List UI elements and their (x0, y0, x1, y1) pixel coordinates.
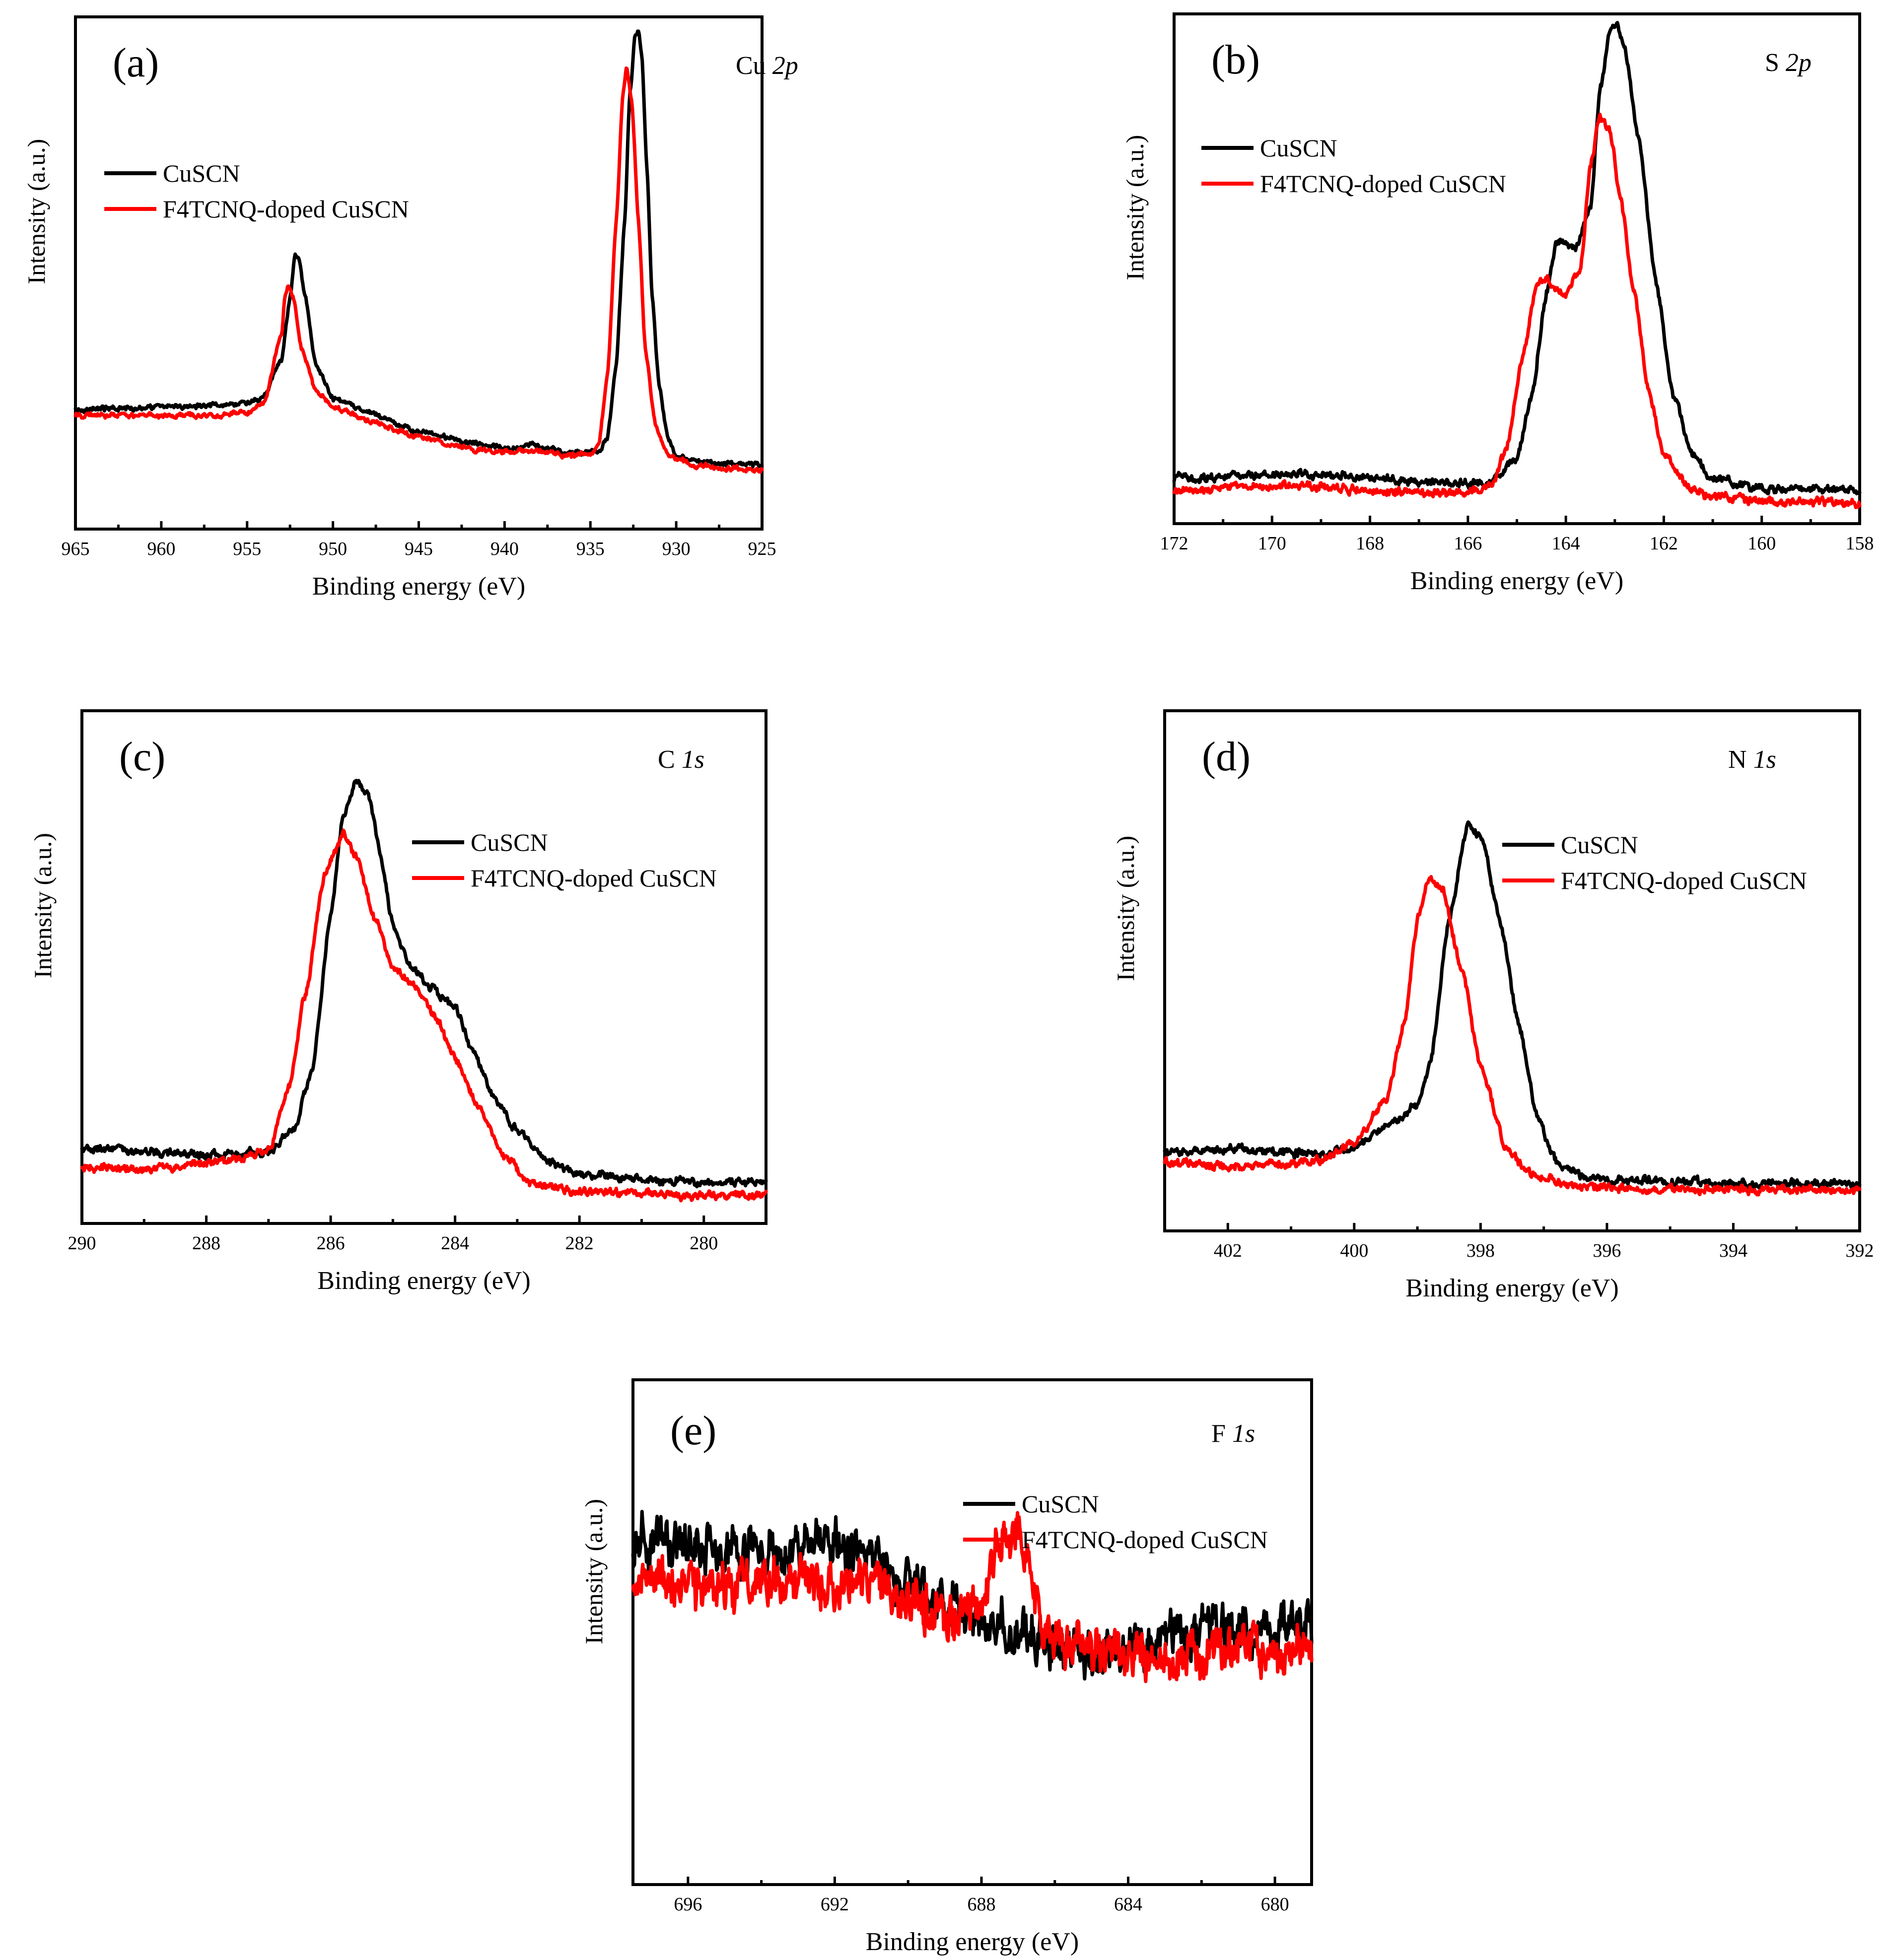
x-tick-label: 398 (1466, 1240, 1495, 1261)
x-tick-label: 696 (674, 1894, 702, 1915)
x-tick-label: 290 (68, 1233, 96, 1254)
series-line-pristine (1172, 21, 1862, 495)
legend: CuSCN F4TCNQ-doped CuSCN (412, 828, 717, 892)
x-tick-label: 400 (1340, 1240, 1368, 1261)
x-tick-label: 960 (147, 539, 175, 559)
x-axis-label: Binding energy (eV) (1410, 567, 1623, 595)
x-tick-label: 280 (690, 1233, 718, 1254)
series-line-doped (73, 66, 764, 474)
core-level-label: Cu 2p (736, 52, 798, 80)
series-line-doped (1163, 875, 1862, 1197)
x-tick-label: 935 (576, 539, 605, 559)
panel-tag: (b) (1211, 37, 1260, 83)
x-tick-label: 955 (233, 539, 261, 559)
series-line-doped (1172, 113, 1862, 509)
y-axis-label: Intensity (a.u.) (1112, 836, 1139, 981)
series-line-doped (631, 1511, 1314, 1684)
legend-label-pristine: CuSCN (1561, 831, 1638, 859)
legend-label-doped: F4TCNQ-doped CuSCN (163, 195, 409, 223)
panel-tag: (e) (670, 1408, 716, 1454)
element-symbol: S (1765, 49, 1786, 77)
x-tick-label: 940 (490, 539, 519, 559)
x-axis-label: Binding energy (eV) (866, 1928, 1079, 1956)
panel-c: 290 288 286 284 282 280 Binding energy (eV) Int… (29, 709, 768, 1295)
core-level-label: C 1s (658, 745, 704, 774)
panel-b: 172 170 168 166 164 162 160 158 Binding energy (… (1121, 12, 1874, 595)
x-tick-label: 172 (1160, 533, 1188, 554)
y-axis-label: Intensity (a.u.) (1121, 135, 1149, 280)
element-symbol: Cu (736, 52, 772, 80)
legend-label-doped: F4TCNQ-doped CuSCN (1260, 170, 1506, 198)
panel-d: 402 400 398 396 394 392 Binding energy (eV) Int… (1112, 709, 1874, 1302)
legend: CuSCN F4TCNQ-doped CuSCN (963, 1490, 1268, 1554)
legend: CuSCN F4TCNQ-doped CuSCN (1201, 134, 1506, 198)
series-line-pristine (1163, 820, 1862, 1191)
x-tick-label: 394 (1719, 1240, 1747, 1261)
core-level-label: S 2p (1765, 49, 1812, 77)
x-tick-label: 684 (1114, 1894, 1142, 1915)
x-tick-label: 286 (317, 1233, 345, 1254)
panel-e: 696 692 688 684 680 Binding energy (eV) Intens… (580, 1378, 1314, 1956)
panel-tag: (d) (1202, 734, 1251, 780)
element-symbol: C (658, 745, 682, 774)
core-level-label: N 1s (1728, 745, 1776, 774)
plot-frame-c (80, 709, 768, 1225)
x-tick-label: 680 (1261, 1894, 1289, 1915)
x-tick-label: 282 (565, 1233, 594, 1254)
y-axis-label: Intensity (a.u.) (580, 1499, 608, 1644)
y-axis-label: Intensity (a.u.) (22, 139, 50, 284)
core-level-label: F 1s (1211, 1419, 1255, 1448)
legend-label-pristine: CuSCN (471, 828, 548, 856)
orbital: 2p (772, 52, 798, 80)
element-symbol: N (1728, 745, 1753, 774)
x-tick-label: 170 (1258, 533, 1286, 554)
x-tick-label: 162 (1650, 533, 1678, 554)
x-tick-label: 945 (405, 539, 433, 559)
x-tick-label: 965 (62, 539, 90, 559)
x-axis-label: Binding energy (eV) (1405, 1274, 1618, 1302)
x-tick-label: 168 (1356, 533, 1384, 554)
legend-label-pristine: CuSCN (163, 159, 240, 187)
legend-label-doped: F4TCNQ-doped CuSCN (471, 864, 717, 892)
x-axis-label: Binding energy (eV) (317, 1267, 530, 1295)
x-tick-label: 925 (748, 539, 776, 559)
x-tick-label: 160 (1747, 533, 1776, 554)
element-symbol: F (1211, 1419, 1232, 1448)
x-tick-label: 950 (319, 539, 347, 559)
panel-a: 965 960 955 950 945 940 935 930 925 Binding energ… (22, 15, 798, 601)
x-tick-label: 158 (1846, 533, 1874, 554)
plot-frame-d (1163, 709, 1861, 1232)
x-tick-label: 930 (662, 539, 691, 559)
x-tick-label: 692 (821, 1894, 849, 1915)
x-tick-label: 392 (1846, 1240, 1874, 1261)
legend-label-doped: F4TCNQ-doped CuSCN (1022, 1526, 1268, 1554)
panel-tag: (a) (113, 40, 159, 86)
orbital: 1s (1232, 1419, 1255, 1448)
legend: CuSCN F4TCNQ-doped CuSCN (104, 159, 409, 223)
orbital: 1s (1753, 745, 1776, 774)
series-line-doped (80, 828, 768, 1203)
x-tick-label: 166 (1454, 533, 1482, 554)
x-tick-label: 402 (1214, 1240, 1242, 1261)
legend-label-pristine: CuSCN (1022, 1490, 1099, 1518)
legend: CuSCN F4TCNQ-doped CuSCN (1502, 831, 1807, 894)
orbital: 1s (682, 745, 704, 774)
x-tick-label: 688 (967, 1894, 995, 1915)
x-tick-label: 396 (1593, 1240, 1621, 1261)
panel-tag: (c) (119, 734, 165, 780)
x-tick-label: 284 (441, 1233, 469, 1254)
series-line-pristine (73, 29, 764, 469)
legend-label-doped: F4TCNQ-doped CuSCN (1561, 867, 1807, 894)
orbital: 2p (1786, 49, 1812, 77)
series-line-pristine (80, 779, 768, 1189)
y-axis-label: Intensity (a.u.) (29, 833, 57, 978)
legend-label-pristine: CuSCN (1260, 134, 1337, 162)
x-axis-label: Binding energy (eV) (312, 572, 525, 601)
panels-group: 965 960 955 950 945 940 935 930 925 Binding energ… (22, 12, 1874, 1956)
x-tick-label: 164 (1552, 533, 1580, 554)
x-tick-label: 288 (192, 1233, 220, 1254)
